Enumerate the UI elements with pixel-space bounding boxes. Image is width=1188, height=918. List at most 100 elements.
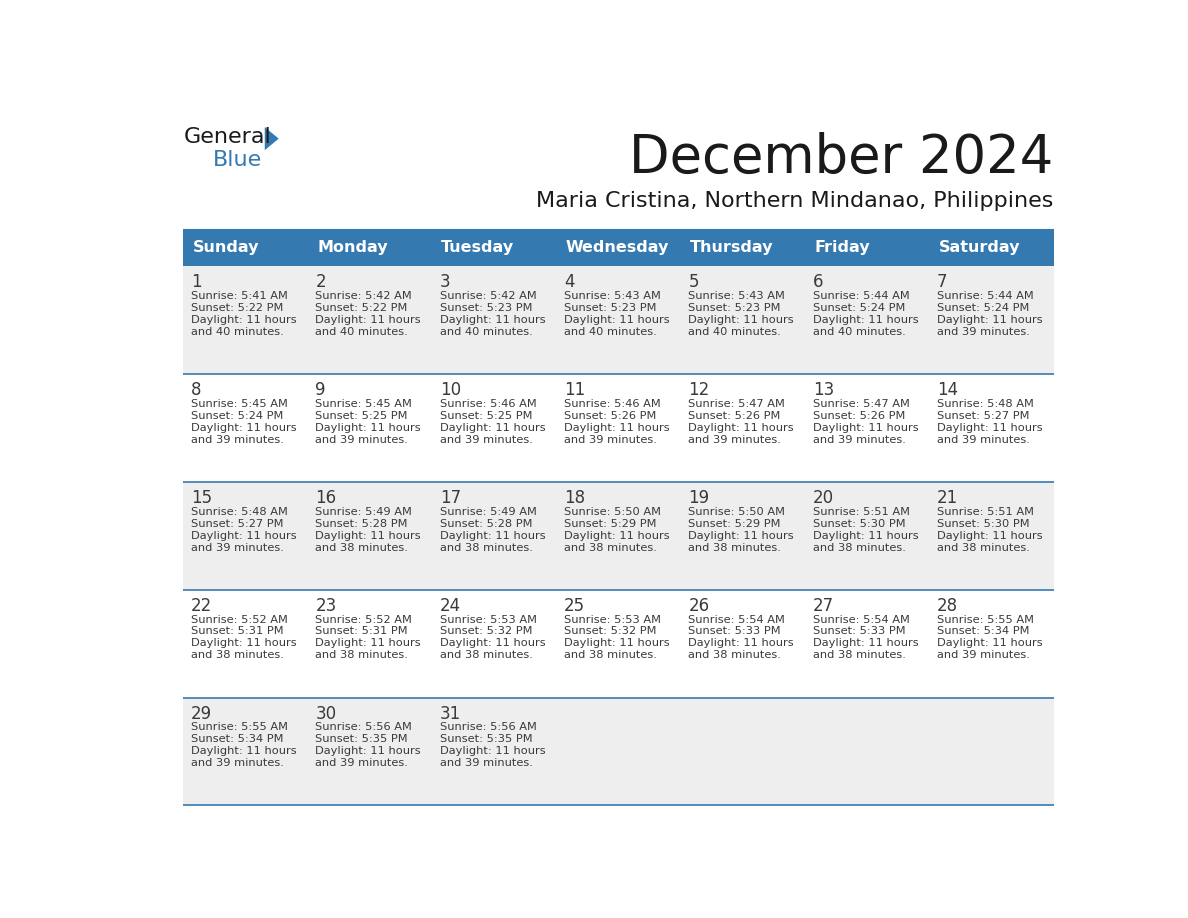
Text: and 39 minutes.: and 39 minutes.: [440, 435, 532, 444]
Bar: [929, 230, 1054, 266]
Text: and 38 minutes.: and 38 minutes.: [937, 543, 1030, 553]
Text: Sunset: 5:31 PM: Sunset: 5:31 PM: [191, 626, 284, 636]
Text: 29: 29: [191, 705, 213, 722]
Text: and 40 minutes.: and 40 minutes.: [316, 327, 409, 337]
Text: 18: 18: [564, 489, 586, 507]
Text: Sunrise: 5:44 AM: Sunrise: 5:44 AM: [813, 291, 910, 301]
Text: Sunset: 5:34 PM: Sunset: 5:34 PM: [191, 734, 284, 744]
Text: Monday: Monday: [317, 241, 387, 255]
Text: Sunrise: 5:56 AM: Sunrise: 5:56 AM: [316, 722, 412, 733]
Text: Sunset: 5:28 PM: Sunset: 5:28 PM: [440, 519, 532, 529]
Text: Daylight: 11 hours: Daylight: 11 hours: [937, 531, 1043, 541]
Text: Daylight: 11 hours: Daylight: 11 hours: [440, 638, 545, 648]
Text: 2: 2: [316, 274, 326, 291]
Text: 7: 7: [937, 274, 948, 291]
Text: Maria Cristina, Northern Mindanao, Philippines: Maria Cristina, Northern Mindanao, Phili…: [536, 191, 1054, 211]
Text: and 39 minutes.: and 39 minutes.: [316, 758, 409, 768]
Text: and 38 minutes.: and 38 minutes.: [689, 650, 782, 660]
Text: Sunset: 5:27 PM: Sunset: 5:27 PM: [191, 519, 284, 529]
Text: Daylight: 11 hours: Daylight: 11 hours: [191, 423, 297, 432]
Text: Sunrise: 5:42 AM: Sunrise: 5:42 AM: [440, 291, 537, 301]
Text: Sunrise: 5:50 AM: Sunrise: 5:50 AM: [689, 507, 785, 517]
Text: and 38 minutes.: and 38 minutes.: [813, 650, 905, 660]
Text: Sunset: 5:30 PM: Sunset: 5:30 PM: [937, 519, 1030, 529]
Text: 23: 23: [316, 597, 336, 615]
Text: Sunset: 5:26 PM: Sunset: 5:26 PM: [689, 411, 781, 420]
Text: and 39 minutes.: and 39 minutes.: [564, 435, 657, 444]
Text: Sunrise: 5:55 AM: Sunrise: 5:55 AM: [937, 614, 1034, 624]
Text: Sunset: 5:22 PM: Sunset: 5:22 PM: [191, 303, 284, 313]
Text: Daylight: 11 hours: Daylight: 11 hours: [813, 531, 918, 541]
Text: Sunset: 5:26 PM: Sunset: 5:26 PM: [813, 411, 905, 420]
Text: and 39 minutes.: and 39 minutes.: [937, 650, 1030, 660]
Text: Daylight: 11 hours: Daylight: 11 hours: [564, 531, 670, 541]
Text: Sunset: 5:30 PM: Sunset: 5:30 PM: [813, 519, 905, 529]
Text: 14: 14: [937, 381, 959, 399]
Text: 31: 31: [440, 705, 461, 722]
Text: Daylight: 11 hours: Daylight: 11 hours: [316, 531, 421, 541]
Text: Sunrise: 5:50 AM: Sunrise: 5:50 AM: [564, 507, 661, 517]
Text: Sunrise: 5:55 AM: Sunrise: 5:55 AM: [191, 722, 289, 733]
Text: Daylight: 11 hours: Daylight: 11 hours: [689, 531, 794, 541]
Text: Sunrise: 5:56 AM: Sunrise: 5:56 AM: [440, 722, 537, 733]
Text: December 2024: December 2024: [630, 131, 1054, 184]
Text: Sunset: 5:35 PM: Sunset: 5:35 PM: [440, 734, 532, 744]
Text: 11: 11: [564, 381, 586, 399]
Bar: [183, 230, 308, 266]
Text: Sunset: 5:27 PM: Sunset: 5:27 PM: [937, 411, 1030, 420]
Text: Sunrise: 5:51 AM: Sunrise: 5:51 AM: [937, 507, 1034, 517]
Text: Sunrise: 5:45 AM: Sunrise: 5:45 AM: [316, 399, 412, 409]
Text: Daylight: 11 hours: Daylight: 11 hours: [440, 531, 545, 541]
Text: 21: 21: [937, 489, 959, 507]
Bar: [183, 375, 1054, 482]
Text: Blue: Blue: [213, 151, 263, 170]
Text: Daylight: 11 hours: Daylight: 11 hours: [440, 315, 545, 325]
Text: 28: 28: [937, 597, 959, 615]
Text: Daylight: 11 hours: Daylight: 11 hours: [316, 746, 421, 756]
Text: Daylight: 11 hours: Daylight: 11 hours: [191, 315, 297, 325]
Text: Sunrise: 5:49 AM: Sunrise: 5:49 AM: [440, 507, 537, 517]
Text: 27: 27: [813, 597, 834, 615]
Text: Saturday: Saturday: [939, 241, 1020, 255]
Bar: [183, 482, 1054, 590]
Text: and 40 minutes.: and 40 minutes.: [689, 327, 782, 337]
Text: Daylight: 11 hours: Daylight: 11 hours: [813, 315, 918, 325]
Text: Sunrise: 5:48 AM: Sunrise: 5:48 AM: [191, 507, 287, 517]
Text: Daylight: 11 hours: Daylight: 11 hours: [689, 638, 794, 648]
Text: and 40 minutes.: and 40 minutes.: [191, 327, 284, 337]
Text: Sunrise: 5:44 AM: Sunrise: 5:44 AM: [937, 291, 1034, 301]
Polygon shape: [265, 127, 279, 151]
Text: Sunset: 5:32 PM: Sunset: 5:32 PM: [440, 626, 532, 636]
Text: Sunset: 5:25 PM: Sunset: 5:25 PM: [440, 411, 532, 420]
Text: Sunset: 5:35 PM: Sunset: 5:35 PM: [316, 734, 409, 744]
Text: Sunset: 5:34 PM: Sunset: 5:34 PM: [937, 626, 1030, 636]
Text: 3: 3: [440, 274, 450, 291]
Bar: [681, 230, 805, 266]
Text: Sunrise: 5:53 AM: Sunrise: 5:53 AM: [440, 614, 537, 624]
Text: Sunset: 5:33 PM: Sunset: 5:33 PM: [689, 626, 781, 636]
Bar: [183, 698, 1054, 805]
Text: 26: 26: [689, 597, 709, 615]
Text: 24: 24: [440, 597, 461, 615]
Text: 13: 13: [813, 381, 834, 399]
Text: 10: 10: [440, 381, 461, 399]
Text: Sunrise: 5:41 AM: Sunrise: 5:41 AM: [191, 291, 287, 301]
Bar: [183, 266, 1054, 375]
Text: 25: 25: [564, 597, 586, 615]
Text: Thursday: Thursday: [690, 241, 773, 255]
Text: 9: 9: [316, 381, 326, 399]
Text: Sunset: 5:26 PM: Sunset: 5:26 PM: [564, 411, 657, 420]
Text: Sunrise: 5:43 AM: Sunrise: 5:43 AM: [564, 291, 661, 301]
Text: Sunset: 5:25 PM: Sunset: 5:25 PM: [316, 411, 407, 420]
Text: and 40 minutes.: and 40 minutes.: [813, 327, 905, 337]
Text: 4: 4: [564, 274, 575, 291]
Text: Daylight: 11 hours: Daylight: 11 hours: [564, 638, 670, 648]
Text: Sunrise: 5:51 AM: Sunrise: 5:51 AM: [813, 507, 910, 517]
Text: Sunset: 5:29 PM: Sunset: 5:29 PM: [564, 519, 657, 529]
Text: Daylight: 11 hours: Daylight: 11 hours: [191, 746, 297, 756]
Text: Sunrise: 5:47 AM: Sunrise: 5:47 AM: [813, 399, 910, 409]
Text: Daylight: 11 hours: Daylight: 11 hours: [316, 315, 421, 325]
Text: Sunset: 5:32 PM: Sunset: 5:32 PM: [564, 626, 657, 636]
Text: Daylight: 11 hours: Daylight: 11 hours: [813, 423, 918, 432]
Text: and 38 minutes.: and 38 minutes.: [440, 650, 532, 660]
